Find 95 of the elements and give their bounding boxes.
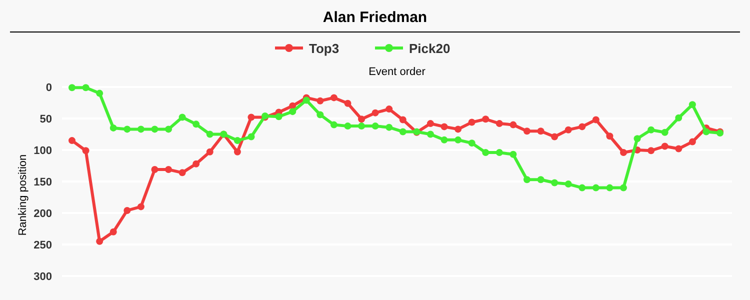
point — [137, 203, 144, 210]
y-tick-label: 200 — [34, 208, 52, 220]
point — [523, 128, 530, 135]
point — [234, 137, 241, 144]
point — [68, 137, 76, 144]
point — [96, 90, 104, 97]
point — [330, 94, 338, 102]
point — [537, 176, 544, 184]
y-tick-label: 50 — [40, 114, 52, 126]
point — [578, 184, 586, 192]
point — [454, 126, 462, 133]
point — [344, 122, 352, 130]
point — [110, 124, 117, 132]
point — [68, 84, 76, 92]
point — [592, 184, 600, 192]
point — [496, 120, 503, 128]
point — [482, 149, 490, 156]
point — [592, 116, 600, 124]
point — [606, 184, 614, 192]
y-tick-label: 250 — [34, 240, 52, 252]
point — [372, 122, 379, 130]
point — [523, 176, 530, 184]
point — [440, 136, 448, 144]
y-tick-label: 150 — [34, 176, 52, 188]
point — [82, 84, 90, 92]
point — [124, 206, 131, 214]
point — [358, 116, 366, 123]
point — [372, 109, 379, 116]
point — [551, 179, 558, 186]
point — [551, 133, 558, 140]
point — [620, 184, 627, 192]
point — [192, 120, 200, 128]
point — [206, 148, 214, 156]
point — [634, 135, 641, 142]
point — [688, 138, 696, 146]
legend-label: Top3 — [309, 41, 340, 56]
point — [468, 118, 476, 126]
point — [386, 124, 393, 131]
point — [165, 126, 172, 133]
point — [124, 126, 131, 133]
point — [316, 111, 324, 118]
x-axis-title: Event order — [368, 66, 426, 78]
point — [510, 150, 517, 158]
point — [386, 106, 393, 113]
point — [178, 169, 186, 176]
point — [648, 126, 655, 134]
point — [648, 147, 655, 154]
point — [454, 136, 462, 144]
point — [82, 147, 90, 154]
point — [358, 122, 366, 130]
point — [234, 148, 241, 156]
chart-title: Alan Friedman — [322, 9, 428, 26]
point — [275, 113, 282, 120]
point — [578, 123, 586, 130]
point — [178, 114, 186, 121]
point — [96, 238, 104, 245]
point — [165, 166, 172, 174]
y-axis-title: Ranking position — [17, 154, 29, 236]
point — [399, 128, 406, 136]
point — [661, 128, 668, 136]
point — [344, 100, 352, 107]
point — [661, 142, 668, 150]
y-tick-label: 100 — [34, 145, 52, 157]
legend-label: Pick20 — [409, 41, 450, 56]
point — [702, 128, 710, 136]
point — [510, 121, 517, 128]
point — [426, 130, 434, 138]
point — [482, 116, 490, 123]
point — [564, 126, 572, 134]
point — [468, 140, 476, 147]
point — [151, 166, 158, 174]
point — [248, 133, 255, 140]
point — [606, 132, 614, 140]
point — [440, 123, 448, 130]
point — [192, 160, 200, 168]
point — [537, 128, 544, 135]
point — [620, 149, 627, 156]
point — [302, 96, 310, 104]
point — [151, 126, 158, 133]
point — [496, 149, 503, 156]
y-tick-label: 300 — [34, 271, 52, 283]
point — [289, 108, 296, 116]
point — [675, 114, 682, 122]
point — [688, 101, 696, 108]
point — [248, 114, 255, 121]
point — [316, 97, 324, 104]
point — [675, 145, 682, 152]
point — [330, 121, 338, 128]
y-tick-label: 0 — [46, 82, 52, 94]
point — [564, 180, 572, 188]
point — [110, 228, 117, 236]
point — [206, 130, 214, 138]
point — [426, 120, 434, 128]
point — [137, 126, 144, 133]
point — [399, 116, 406, 124]
